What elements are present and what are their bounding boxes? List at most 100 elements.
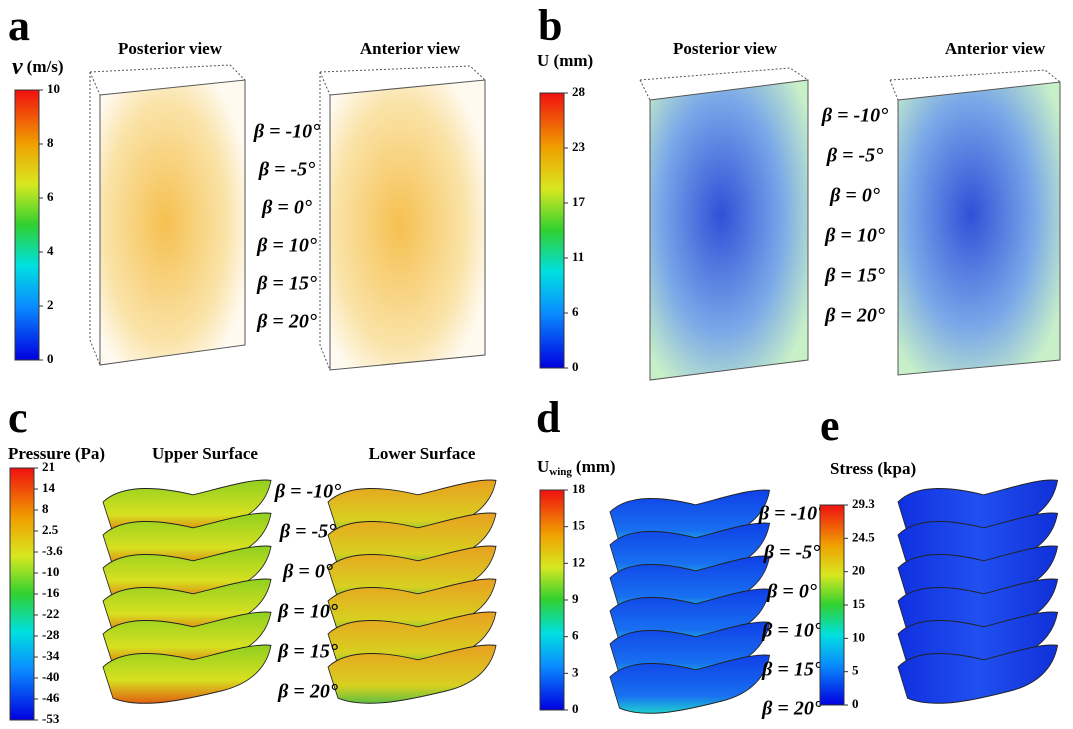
- colorbar-tick-label: 11: [572, 249, 584, 264]
- wing: [609, 654, 771, 714]
- colorbar-tick-label: 15: [572, 518, 586, 533]
- text-part: U (mm): [537, 51, 593, 70]
- angle-label: β = 10°: [277, 601, 338, 623]
- colorbar-tick-label: 17: [572, 194, 586, 209]
- colorbar-tick-label: 3: [572, 664, 579, 679]
- angle-label: β = 10°: [824, 225, 885, 247]
- text-part: Pressure (Pa): [8, 444, 105, 463]
- colorbar-tick-label: 28: [572, 84, 586, 99]
- angle-label: β = 15°: [256, 273, 317, 295]
- colorbar-tick-label: -10: [42, 564, 59, 579]
- angle-label: β = 20°: [256, 311, 317, 333]
- colorbar-tick-label: 8: [47, 135, 54, 150]
- colorbar-tick-label: 21: [42, 459, 55, 474]
- view-title: Anterior view: [945, 39, 1046, 58]
- angle-label: β = -10°: [821, 105, 888, 127]
- colorbar-tick-label: 12: [572, 554, 585, 569]
- colorbar-tick-label: 6: [572, 628, 579, 643]
- view-title: Posterior view: [118, 39, 223, 58]
- view-title: Upper Surface: [152, 444, 258, 463]
- angle-label: β = -10°: [758, 503, 825, 525]
- colorbar-tick-label: 6: [47, 189, 54, 204]
- colorbar-tick-label: 0: [47, 351, 54, 366]
- text-part: (mm): [576, 457, 616, 476]
- colorbar: [9, 467, 35, 721]
- angle-label: β = -10°: [253, 121, 320, 143]
- colorbar-tick-label: 20: [852, 563, 865, 578]
- colorbar-title: Pressure (Pa): [8, 444, 105, 463]
- view-title: Lower Surface: [369, 444, 476, 463]
- colorbar-tick-label: 2: [47, 297, 54, 312]
- wing: [102, 644, 272, 704]
- colorbar-tick-label: 9: [572, 591, 579, 606]
- angle-label: β = 0°: [766, 581, 817, 603]
- view-title: Posterior view: [673, 39, 778, 58]
- text-part: U: [537, 457, 549, 476]
- colorbar-tick-label: 18: [572, 481, 586, 496]
- wing-stacks: [102, 479, 1059, 714]
- angle-label: β = 0°: [829, 185, 880, 207]
- angle-label: β = 0°: [282, 561, 333, 583]
- angle-label: β = 15°: [277, 641, 338, 663]
- panel-label: d: [536, 393, 560, 442]
- colorbar-tick-label: 10: [47, 81, 60, 96]
- panel-label: a: [8, 1, 30, 50]
- colorbar-tick-label: -22: [42, 606, 59, 621]
- colorbar-tick-label: 29.3: [852, 496, 875, 511]
- colorbar-tick-label: 0: [572, 701, 579, 716]
- colorbar-tick-label: -28: [42, 627, 60, 642]
- panel-label: b: [538, 1, 562, 50]
- angle-label: β = -5°: [826, 145, 883, 167]
- angle-label: β = -5°: [279, 521, 336, 543]
- panel-label: e: [820, 401, 840, 450]
- angle-label: β = 20°: [761, 698, 822, 720]
- angle-label: β = 0°: [261, 197, 312, 219]
- colorbar-title: U (mm): [537, 51, 593, 70]
- colorbar: [539, 92, 565, 369]
- wing: [327, 644, 497, 704]
- colorbar-tick-label: 8: [42, 501, 49, 516]
- colorbar-tick-label: -16: [42, 585, 60, 600]
- colorbar-tick-label: 4: [47, 243, 54, 258]
- angle-label: β = 15°: [761, 659, 822, 681]
- colorbar-tick-label: -34: [42, 648, 60, 663]
- colorbar: [819, 504, 845, 706]
- colorbar-tick-label: 2.5: [42, 522, 59, 537]
- colorbar-title: Uwing (mm): [537, 457, 616, 478]
- angle-label: β = 20°: [277, 681, 338, 703]
- angle-label: β = -5°: [258, 159, 315, 181]
- colorbar-title: Stress (kpa): [830, 459, 916, 478]
- colorbar-tick-label: 14: [42, 480, 56, 495]
- colorbar-tick-label: -40: [42, 669, 59, 684]
- panel-label: c: [8, 393, 28, 442]
- angle-label: β = 15°: [824, 265, 885, 287]
- colorbar-tick-label: 15: [852, 596, 866, 611]
- colorbar-tick-label: 5: [852, 663, 859, 678]
- angle-label: β = -10°: [274, 481, 341, 503]
- text-part: wing: [549, 466, 572, 478]
- angle-label: β = 20°: [824, 305, 885, 327]
- text-part: v: [12, 54, 23, 80]
- colorbar: [539, 489, 565, 711]
- text-part: Stress (kpa): [830, 459, 916, 478]
- colorbar-tick-label: -46: [42, 690, 60, 705]
- colorbar-title: v (m/s): [12, 54, 63, 80]
- angle-label: β = -5°: [763, 542, 820, 564]
- colorbar-tick-label: 6: [572, 304, 579, 319]
- colorbar: [14, 89, 40, 361]
- colorbar-tick-label: 24.5: [852, 529, 875, 544]
- colorbar-tick-label: 0: [852, 696, 859, 711]
- angle-label: β = 10°: [256, 235, 317, 257]
- colorbar-tick-label: -53: [42, 711, 60, 726]
- colorbar-tick-label: 23: [572, 139, 586, 154]
- colorbar-tick-label: -3.6: [42, 543, 63, 558]
- wing: [897, 644, 1059, 704]
- colorbar-tick-label: 10: [852, 629, 865, 644]
- view-title: Anterior view: [360, 39, 461, 58]
- text-part: (m/s): [27, 57, 64, 76]
- colorbar-tick-label: 0: [572, 359, 579, 374]
- angle-label: β = 10°: [761, 620, 822, 642]
- flow-boxes: [89, 64, 1061, 381]
